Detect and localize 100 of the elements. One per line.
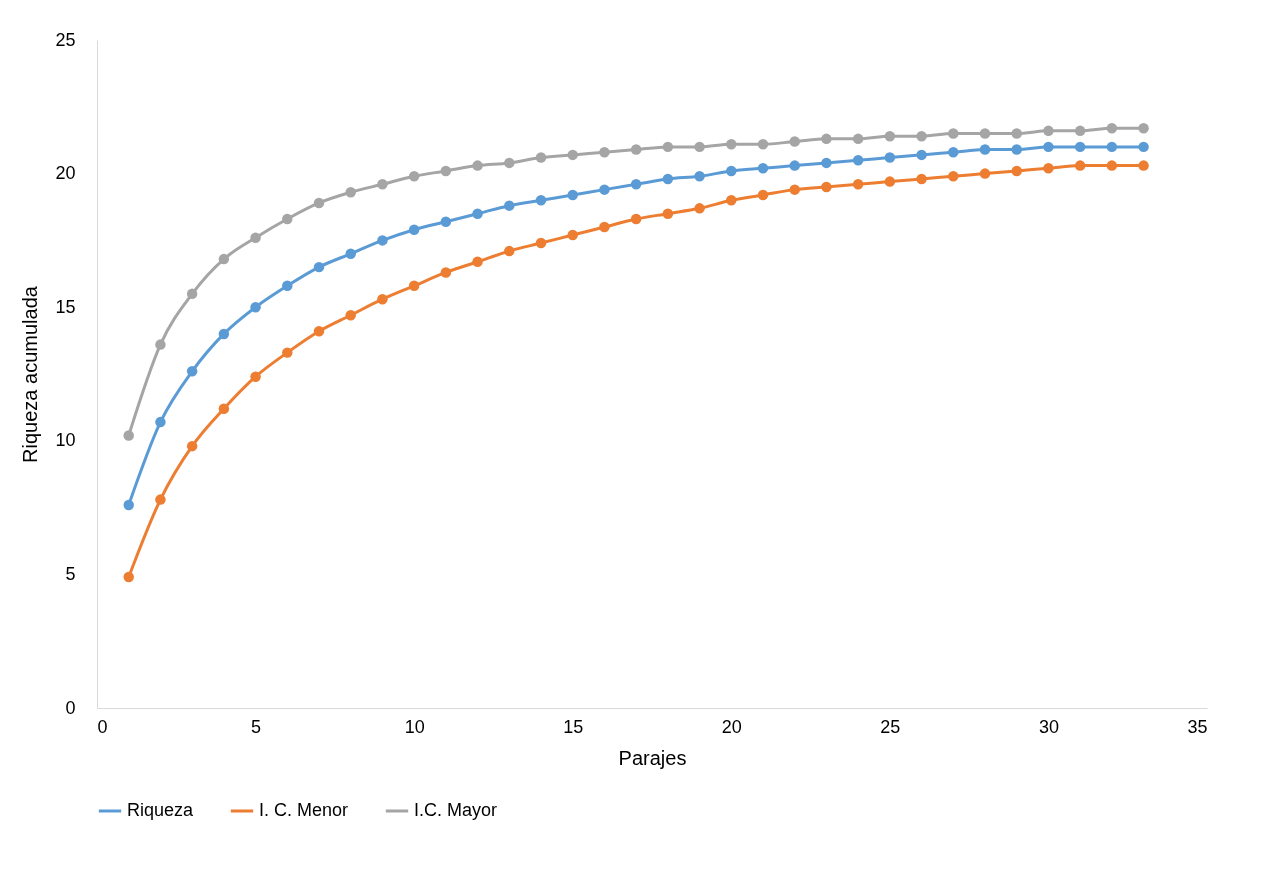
- point: [250, 301, 261, 313]
- point: [884, 176, 896, 187]
- point: [979, 168, 991, 179]
- point: [630, 144, 642, 155]
- y-tick-label: 0: [65, 697, 76, 718]
- point: [250, 232, 261, 243]
- point: [630, 213, 642, 225]
- point: [916, 173, 927, 185]
- point: [789, 160, 800, 171]
- point: [948, 146, 959, 158]
- point: [186, 440, 198, 452]
- point: [1138, 122, 1149, 134]
- point: [1106, 141, 1118, 153]
- legend-label: Riqueza: [127, 800, 195, 820]
- y-tick-label: 15: [55, 296, 76, 317]
- point: [1011, 128, 1022, 139]
- legend-label: I. C. Menor: [259, 800, 349, 820]
- point: [535, 237, 547, 249]
- x-tick-label: 10: [404, 716, 425, 737]
- y-tick-label: 10: [55, 430, 76, 451]
- point: [345, 187, 356, 198]
- point: [567, 149, 578, 161]
- point: [821, 133, 832, 145]
- point: [535, 195, 547, 206]
- point: [694, 141, 705, 153]
- point: [979, 144, 991, 155]
- point: [282, 347, 293, 358]
- x-tick-label: 15: [563, 716, 584, 737]
- point: [123, 430, 134, 441]
- point: [948, 171, 959, 182]
- point: [789, 184, 800, 195]
- point: [472, 256, 483, 268]
- point: [948, 128, 959, 139]
- point: [155, 416, 166, 428]
- point: [504, 245, 515, 257]
- point: [1138, 141, 1149, 153]
- point: [757, 189, 769, 201]
- point: [1074, 141, 1086, 153]
- point: [821, 157, 832, 169]
- point: [1043, 125, 1054, 137]
- point: [377, 235, 388, 246]
- point: [916, 149, 927, 161]
- point: [377, 179, 388, 190]
- point: [504, 200, 515, 211]
- point: [472, 208, 483, 219]
- point: [884, 130, 896, 142]
- point: [186, 288, 198, 300]
- point: [1106, 160, 1118, 171]
- point: [408, 171, 420, 182]
- point: [852, 133, 864, 145]
- point: [377, 293, 388, 305]
- point: [1138, 160, 1149, 171]
- point: [282, 213, 293, 225]
- point: [440, 165, 452, 177]
- y-tick-label: 20: [55, 163, 76, 184]
- point: [567, 229, 578, 241]
- point: [726, 165, 737, 177]
- point: [1043, 163, 1054, 174]
- point: [218, 403, 230, 414]
- point: [186, 366, 198, 377]
- point: [504, 157, 515, 169]
- point: [313, 261, 325, 273]
- point: [1011, 144, 1022, 155]
- x-tick-label: 0: [97, 716, 108, 737]
- point: [757, 163, 769, 174]
- point: [155, 339, 166, 350]
- x-tick-label: 25: [880, 716, 901, 737]
- point: [282, 280, 293, 292]
- point: [726, 138, 737, 150]
- point: [1011, 165, 1022, 177]
- point: [567, 189, 578, 201]
- point: [694, 171, 705, 182]
- point: [535, 152, 547, 163]
- point: [979, 128, 991, 139]
- point: [440, 267, 452, 278]
- y-axis-title: Riqueza acumulada: [19, 285, 42, 463]
- point: [630, 179, 642, 190]
- point: [694, 203, 705, 214]
- point: [916, 130, 927, 142]
- point: [599, 184, 610, 195]
- point: [313, 197, 325, 209]
- point: [662, 208, 674, 219]
- x-axis-title: Parajes: [618, 746, 687, 769]
- y-tick-label: 5: [65, 563, 76, 584]
- point: [789, 136, 800, 147]
- point: [662, 141, 674, 153]
- point: [155, 494, 166, 505]
- point: [599, 146, 610, 158]
- point: [408, 280, 420, 292]
- point: [218, 328, 230, 340]
- point: [123, 499, 134, 511]
- x-tick-label: 35: [1187, 716, 1208, 737]
- point: [726, 195, 737, 206]
- x-tick-label: 5: [251, 716, 262, 737]
- legend-label: I.C. Mayor: [414, 800, 498, 820]
- point: [218, 253, 230, 265]
- x-tick-label: 30: [1038, 716, 1059, 737]
- point: [1074, 160, 1086, 171]
- point: [345, 309, 356, 321]
- point: [408, 224, 420, 235]
